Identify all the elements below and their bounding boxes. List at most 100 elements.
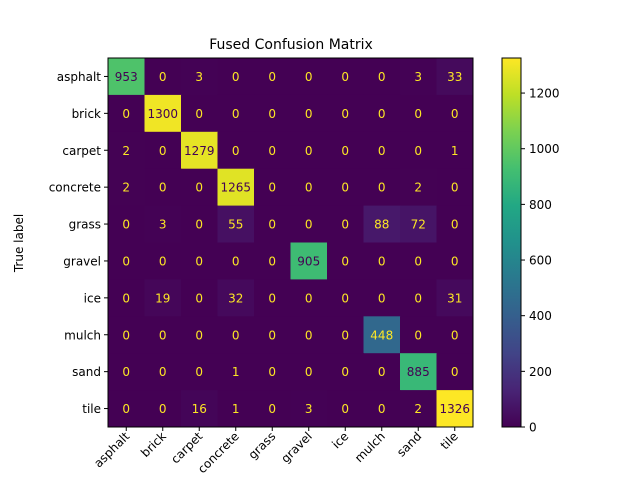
heatmap-cell — [436, 94, 474, 133]
heatmap-cell — [400, 353, 437, 391]
heatmap-cell — [144, 279, 182, 317]
y-axis-ticks: asphalt brick carpet concrete grass gravel ice… — [49, 70, 108, 416]
heatmap-cell — [327, 353, 364, 391]
heatmap-cell — [108, 58, 145, 96]
cell-value-label: 0 — [378, 181, 386, 195]
cell-value-label: 0 — [341, 291, 349, 305]
cell-value-label: 0 — [195, 107, 203, 121]
cell-value-label: 0 — [122, 402, 130, 416]
cell-value-label: 0 — [341, 144, 349, 158]
cell-value-label: 0 — [378, 402, 386, 416]
heatmap-cell — [181, 205, 218, 243]
heatmap-cell — [254, 58, 291, 96]
y-tick-label: grass — [69, 218, 101, 232]
plot-frame — [107, 57, 474, 428]
cell-value-label: 0 — [232, 70, 240, 84]
cell-value-label: 3 — [305, 402, 313, 416]
cell-value-label: 0 — [159, 402, 167, 416]
cell-value-label: 0 — [305, 218, 313, 232]
y-axis-label: True label — [12, 214, 26, 273]
cell-value-label: 0 — [122, 254, 130, 268]
cell-value-label: 0 — [122, 365, 130, 379]
heatmap-cell — [327, 94, 364, 133]
cell-value-label: 0 — [341, 254, 349, 268]
cell-value-label: 33 — [447, 70, 462, 84]
cell-value-label: 0 — [159, 365, 167, 379]
heatmap-cell — [363, 279, 401, 317]
cell-value-label: 448 — [370, 328, 393, 342]
cell-value-label: 953 — [115, 70, 138, 84]
y-tick-label: carpet — [62, 144, 101, 158]
cell-value-label: 0 — [378, 107, 386, 121]
heatmap-cell — [436, 316, 474, 354]
cell-value-label: 0 — [268, 254, 276, 268]
heatmap-cell — [217, 168, 255, 207]
cell-value-label: 88 — [374, 218, 389, 232]
heatmap-cell — [363, 353, 401, 391]
heatmap-cell — [108, 168, 145, 207]
cell-value-label: 0 — [451, 181, 459, 195]
cell-value-label: 32 — [228, 291, 243, 305]
heatmap-cell-labels: 953 0 3 0 0 0 0 0 3 330 1300 0 0 0 0 0 0 0 02 0 1279 0 0 0 0 0 0 12… — [115, 70, 470, 416]
heatmap-cell — [436, 242, 474, 280]
cell-value-label: 0 — [341, 70, 349, 84]
cell-value-label: 1265 — [220, 181, 251, 195]
heatmap-cell — [254, 353, 291, 391]
cell-value-label: 0 — [305, 181, 313, 195]
cell-value-label: 1279 — [184, 144, 215, 158]
heatmap-cell — [254, 242, 291, 280]
heatmap-cell — [217, 131, 255, 170]
heatmap-cell — [144, 316, 182, 354]
x-tick-label: sand — [394, 429, 424, 459]
cell-value-label: 0 — [414, 254, 422, 268]
cell-value-label: 0 — [305, 291, 313, 305]
heatmap-cell — [144, 58, 182, 96]
heatmap-cell — [254, 316, 291, 354]
cell-value-label: 0 — [305, 107, 313, 121]
heatmap-cell — [290, 316, 328, 354]
heatmap-cell — [436, 205, 474, 243]
heatmap-cell — [254, 205, 291, 243]
cell-value-label: 0 — [414, 328, 422, 342]
heatmap-cell — [254, 279, 291, 317]
heatmap-cell — [290, 205, 328, 243]
x-tick-label: mulch — [352, 429, 388, 465]
x-tick-label: gravel — [278, 429, 315, 466]
cell-value-label: 0 — [341, 107, 349, 121]
cell-value-label: 0 — [268, 70, 276, 84]
heatmap-cell — [144, 353, 182, 391]
cell-value-label: 2 — [122, 144, 130, 158]
cell-value-label: 0 — [451, 218, 459, 232]
heatmap-cell — [254, 390, 291, 428]
heatmap-cell — [327, 168, 364, 207]
cell-value-label: 0 — [268, 144, 276, 158]
heatmap-cell — [436, 168, 474, 207]
cell-value-label: 0 — [268, 181, 276, 195]
cell-value-label: 0 — [378, 70, 386, 84]
cell-value-label: 0 — [159, 254, 167, 268]
colorbar-ticks: 0 200 400 600 800 1000 1200 — [521, 87, 560, 435]
cell-value-label: 0 — [122, 218, 130, 232]
heatmap-cell — [363, 58, 401, 96]
cell-value-label: 0 — [451, 328, 459, 342]
heatmap-cell — [436, 353, 474, 391]
cell-value-label: 0 — [232, 144, 240, 158]
cell-value-label: 1 — [232, 402, 240, 416]
heatmap-cell — [217, 353, 255, 391]
cell-value-label: 885 — [407, 365, 430, 379]
cell-value-label: 55 — [228, 218, 243, 232]
y-tick-label: ice — [84, 291, 101, 305]
heatmap-cell — [254, 94, 291, 133]
y-tick-label: gravel — [63, 254, 101, 268]
heatmap-cell — [181, 168, 218, 207]
heatmap-cell — [363, 390, 401, 428]
colorbar — [501, 57, 522, 428]
colorbar-tick-label: 400 — [529, 309, 552, 323]
heatmap-cell — [327, 316, 364, 354]
cell-value-label: 19 — [155, 291, 170, 305]
cell-value-label: 0 — [378, 254, 386, 268]
y-tick-label: concrete — [49, 181, 101, 195]
heatmap-cell — [254, 131, 291, 170]
heatmap-cell — [436, 58, 474, 96]
